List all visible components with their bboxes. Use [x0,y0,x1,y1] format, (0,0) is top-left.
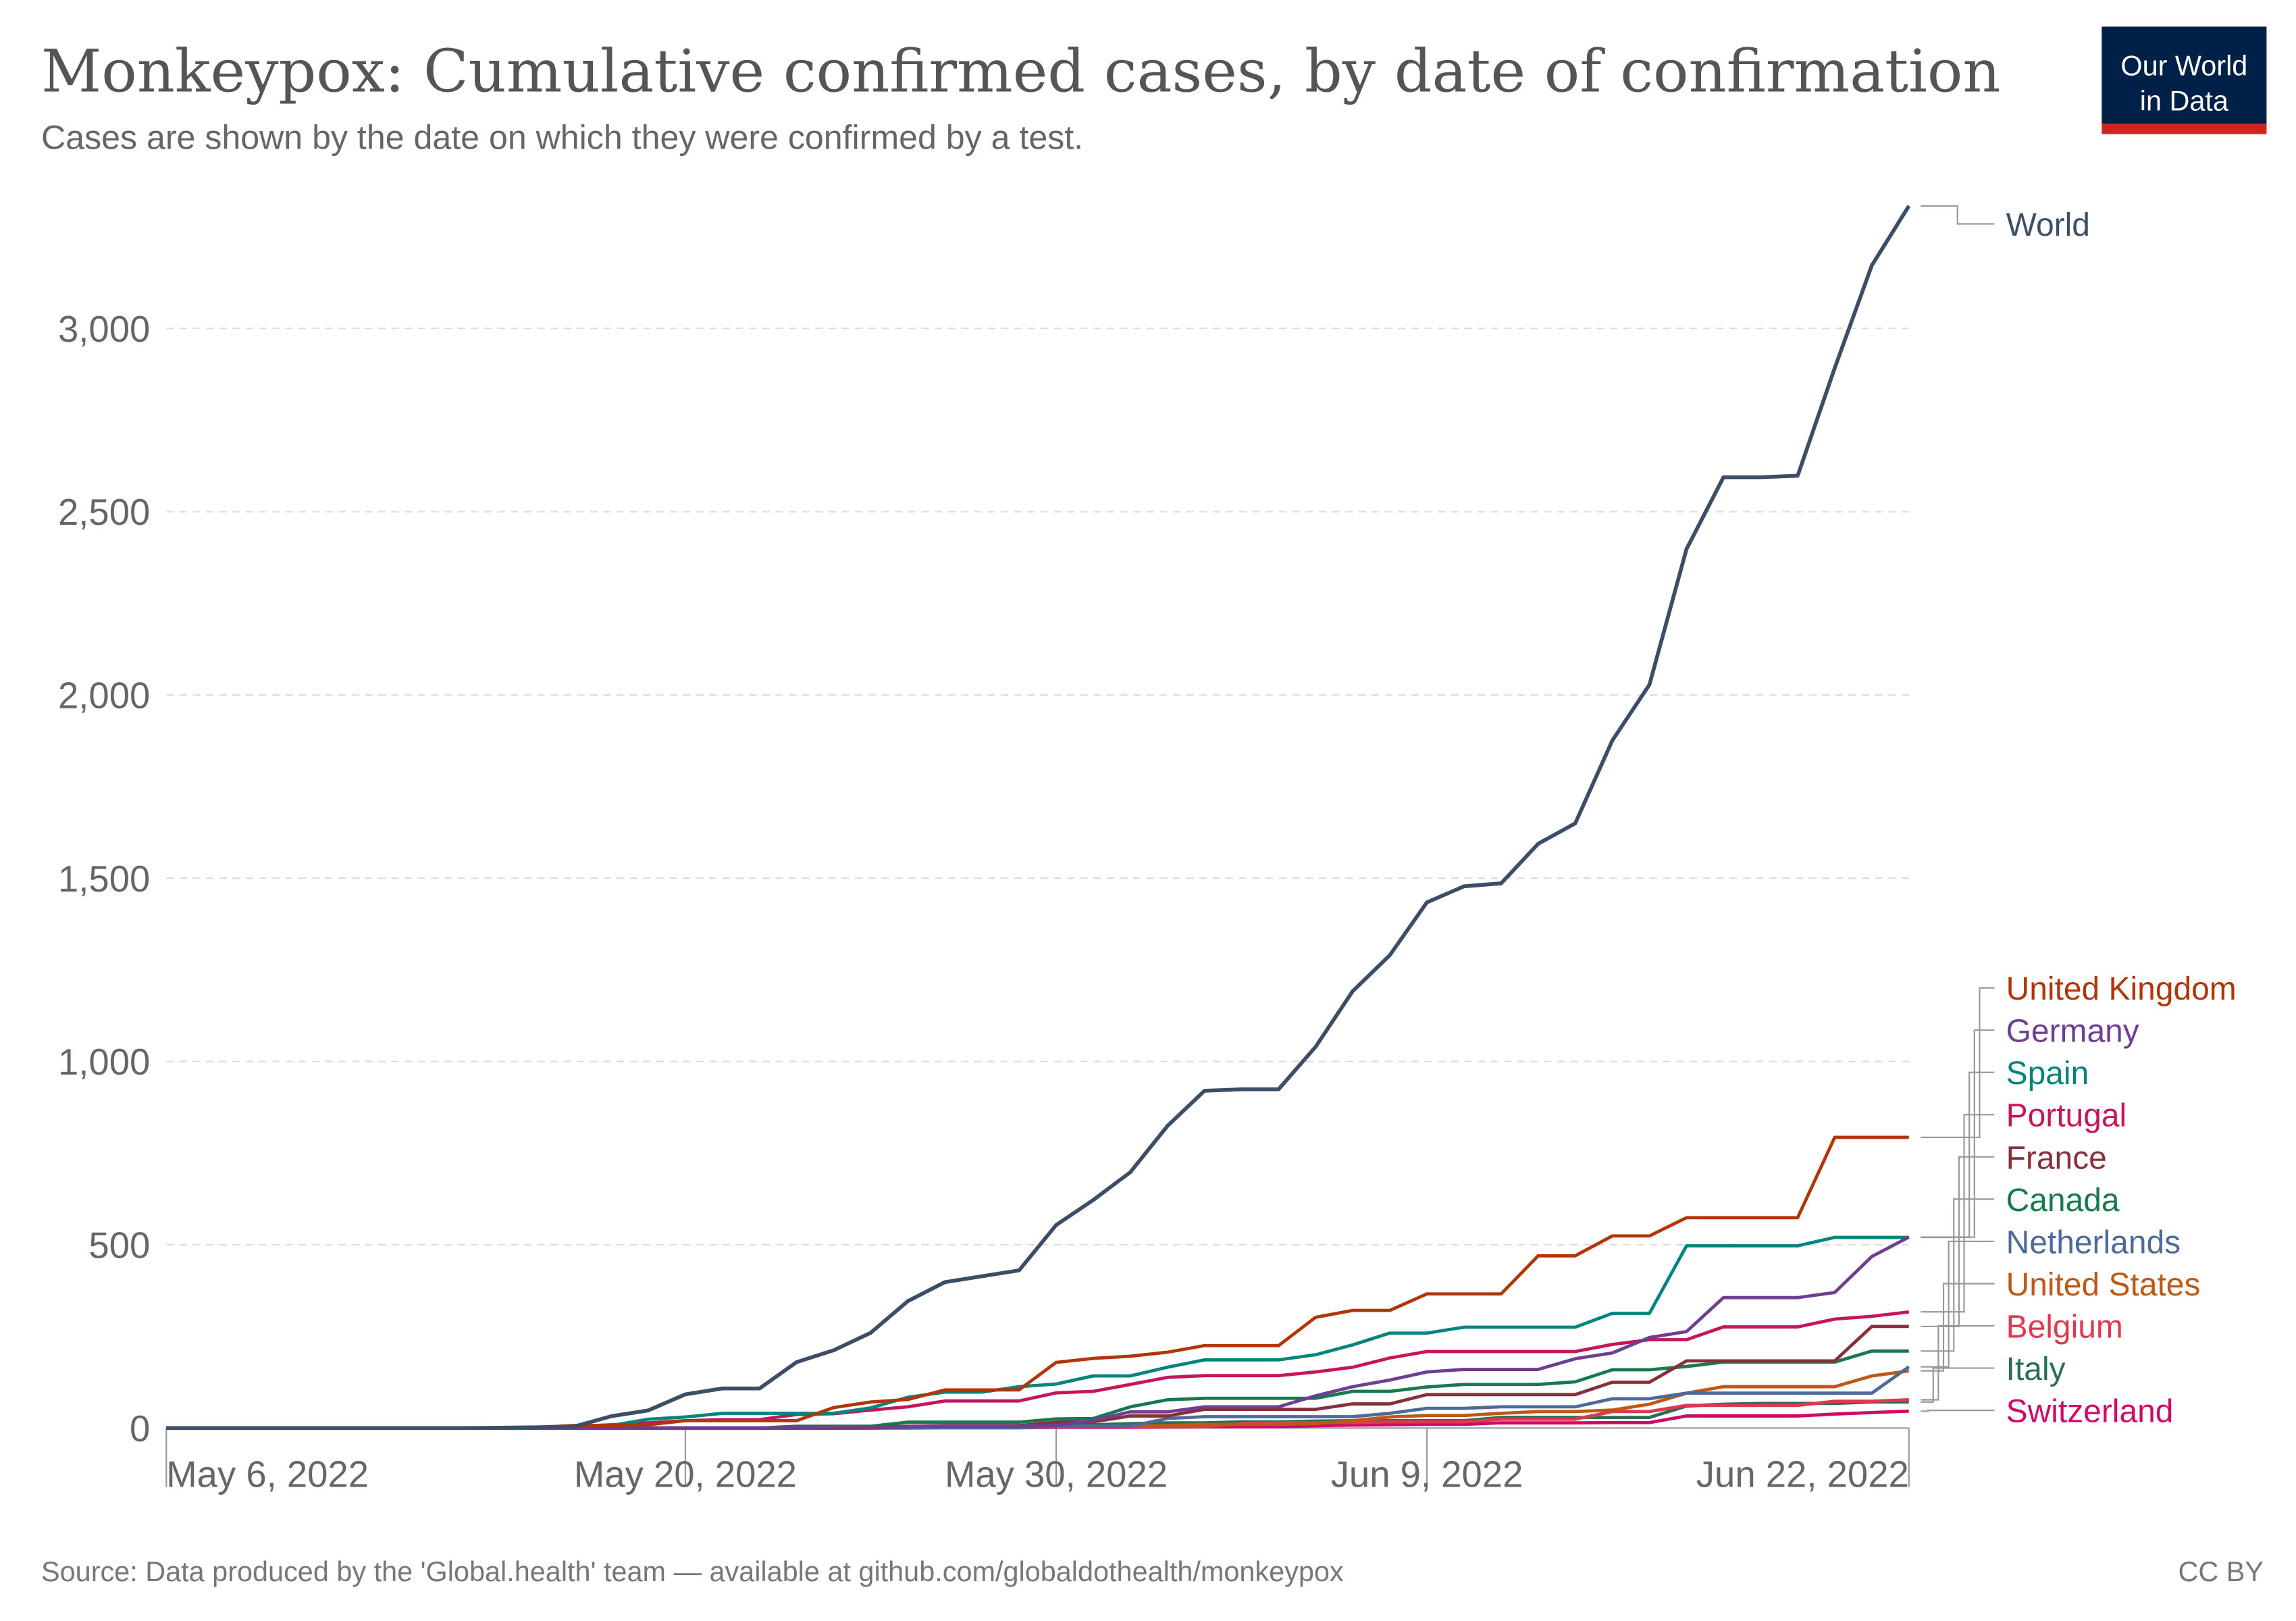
series-label: Netherlands [2006,1225,2181,1260]
series-label: United States [2006,1267,2201,1303]
leader-line [1921,1114,1995,1313]
y-tick-label: 500 [88,1225,150,1266]
x-axis: May 6, 2022 May 20, 2022 May 30, 2022 Jun 9… [165,1427,1910,1495]
series-label: World [2006,207,2090,243]
x-tick-label: Jun 22, 2022 [1696,1453,1909,1495]
license-link[interactable]: CC BY [2178,1556,2264,1587]
series-label: Italy [2006,1352,2066,1387]
leader-line [1921,1240,1995,1368]
series-label: Germany [2006,1014,2139,1050]
leader-line [1921,1324,1995,1401]
leader-line [1921,987,1995,1139]
logo-line-1: Our World [2120,50,2247,81]
y-tick-label: 0 [130,1408,150,1449]
series-label: Canada [2006,1183,2120,1218]
leader-line [1921,1367,1995,1403]
series-label: France [2006,1140,2107,1176]
leader-line [1921,1029,1995,1238]
y-tick-label: 2,500 [58,492,150,533]
leader-line [1921,1071,1995,1239]
y-tick-label: 2,000 [58,675,150,717]
series-line-world [166,205,1911,1431]
source-note: Source: Data produced by the 'Global.hea… [41,1556,1344,1587]
series-lines [166,205,1911,1431]
leader-line [1921,1410,1995,1412]
series-label: Belgium [2006,1309,2123,1345]
x-tick-label: Jun 9, 2022 [1331,1453,1523,1495]
leader-line [1921,1283,1995,1372]
chart-title: Monkeypox: Cumulative confirmed cases, b… [41,36,2001,105]
chart-subtitle: Cases are shown by the date on which the… [41,118,1083,156]
series-label: United Kingdom [2006,971,2237,1007]
series-label: Switzerland [2006,1394,2174,1430]
logo-line-2: in Data [2140,86,2229,117]
y-tick-label: 3,000 [58,309,150,350]
leader-line [1921,1198,1995,1352]
y-tick-label: 1,500 [58,858,150,900]
series-label: Spain [2006,1056,2089,1091]
y-gridlines: 0 500 1,000 1,500 2,000 2,500 3,000 [58,309,1909,1449]
legend-labels: World United Kingdom Germany Spain Portugal F… [1921,205,2237,1430]
x-tick-label: May 20, 2022 [574,1453,797,1495]
leader-line [1921,205,1995,225]
x-tick-label: May 6, 2022 [166,1453,369,1495]
owid-logo[interactable]: Our World in Data [2102,26,2267,134]
y-tick-label: 1,000 [58,1041,150,1083]
series-label: Portugal [2006,1098,2127,1134]
x-tick-label: May 30, 2022 [945,1453,1168,1495]
